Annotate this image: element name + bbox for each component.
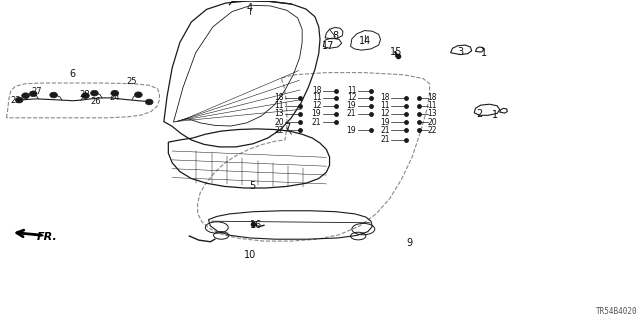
Text: 20: 20 xyxy=(274,118,284,127)
Text: 18: 18 xyxy=(312,86,321,95)
Text: 10: 10 xyxy=(244,250,256,260)
Text: 4: 4 xyxy=(247,3,253,13)
Text: 18: 18 xyxy=(427,93,436,102)
Text: 26: 26 xyxy=(90,97,101,106)
Text: 19: 19 xyxy=(380,118,390,127)
Ellipse shape xyxy=(134,92,142,98)
Ellipse shape xyxy=(82,93,90,99)
Text: 18: 18 xyxy=(381,93,390,102)
Text: 13: 13 xyxy=(427,109,436,118)
Text: 17: 17 xyxy=(321,41,334,51)
Ellipse shape xyxy=(29,91,37,97)
Text: 11: 11 xyxy=(381,101,390,110)
Text: 25: 25 xyxy=(127,77,137,85)
Text: 24: 24 xyxy=(109,93,120,102)
Text: 11: 11 xyxy=(347,86,356,95)
Text: 9: 9 xyxy=(406,238,412,248)
Text: 13: 13 xyxy=(274,109,284,118)
Text: 21: 21 xyxy=(312,118,321,127)
Text: 12: 12 xyxy=(312,101,321,110)
Text: 1: 1 xyxy=(481,48,488,58)
Text: 12: 12 xyxy=(381,109,390,118)
Ellipse shape xyxy=(111,90,118,96)
Text: 27: 27 xyxy=(31,87,42,96)
Text: 19: 19 xyxy=(347,101,356,110)
Text: 21: 21 xyxy=(347,109,356,118)
Text: 1: 1 xyxy=(492,110,499,120)
Text: 19: 19 xyxy=(312,109,321,118)
Text: 8: 8 xyxy=(332,31,339,41)
Text: 15: 15 xyxy=(390,47,403,57)
Ellipse shape xyxy=(22,93,29,99)
Text: 14: 14 xyxy=(358,36,371,46)
Text: 23: 23 xyxy=(10,96,20,105)
Ellipse shape xyxy=(145,99,153,105)
Text: 19: 19 xyxy=(347,126,356,135)
Text: 16: 16 xyxy=(250,220,262,230)
Text: 22: 22 xyxy=(427,126,436,135)
Text: 11: 11 xyxy=(427,101,436,110)
Ellipse shape xyxy=(15,97,23,103)
Text: 21: 21 xyxy=(381,136,390,145)
Text: 18: 18 xyxy=(274,93,284,102)
Ellipse shape xyxy=(50,92,58,98)
Text: 5: 5 xyxy=(250,182,255,191)
Text: 12: 12 xyxy=(347,93,356,102)
Text: 21: 21 xyxy=(381,126,390,135)
Text: FR.: FR. xyxy=(37,232,58,242)
Text: 11: 11 xyxy=(312,93,321,102)
Text: 6: 6 xyxy=(70,69,76,79)
Text: 11: 11 xyxy=(274,101,284,110)
Text: 20: 20 xyxy=(427,118,436,127)
Text: 2: 2 xyxy=(476,109,483,119)
Text: TR54B4020: TR54B4020 xyxy=(596,307,637,316)
Text: 7: 7 xyxy=(284,123,290,133)
Text: 28: 28 xyxy=(79,90,90,99)
Ellipse shape xyxy=(91,90,99,96)
Text: 22: 22 xyxy=(274,126,284,135)
Text: 3: 3 xyxy=(457,47,463,57)
